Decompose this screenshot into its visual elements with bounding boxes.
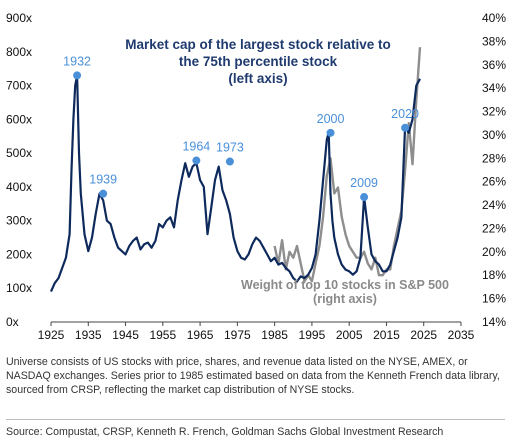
x-tick-label: 1955 bbox=[149, 328, 176, 342]
x-tick-label: 1985 bbox=[261, 328, 288, 342]
y-right-tick-label: 32% bbox=[482, 105, 506, 119]
y-left-tick-label: 800x bbox=[6, 45, 32, 59]
x-tick-label: 2005 bbox=[336, 328, 363, 342]
y-left-tick-label: 200x bbox=[6, 247, 32, 261]
y-right-tick-label: 40% bbox=[482, 11, 506, 25]
peak-year-label: 2020 bbox=[391, 107, 419, 121]
y-left-tick-label: 300x bbox=[6, 214, 32, 228]
y-right-tick-label: 16% bbox=[482, 292, 506, 306]
y-left-tick-label: 500x bbox=[6, 146, 32, 160]
y-right-tick-label: 14% bbox=[482, 315, 506, 329]
peak-marker bbox=[192, 156, 201, 165]
series-line-top10-weight bbox=[273, 47, 422, 283]
footer-divider bbox=[6, 419, 505, 420]
chart-title-line-3: (left axis) bbox=[228, 71, 287, 86]
y-right-tick-label: 22% bbox=[482, 221, 506, 235]
chart-title-line-1: Market cap of the largest stock relative… bbox=[125, 37, 391, 52]
y-left-tick-label: 100x bbox=[6, 281, 32, 295]
point-markers: 1932 1939 1964 1973 2000 2009 2020 bbox=[63, 54, 419, 202]
peak-marker bbox=[326, 128, 335, 137]
peak-year-label: 1973 bbox=[216, 141, 244, 155]
y-right-tick-label: 34% bbox=[482, 81, 506, 95]
y-right-tick-label: 38% bbox=[482, 34, 506, 48]
y-right-tick-label: 28% bbox=[482, 151, 506, 165]
weight-series-label-line-1: Weight of top 10 stocks in S&P 500 bbox=[241, 278, 449, 292]
peak-year-label: 1964 bbox=[182, 140, 210, 154]
y-left-tick-label: 900x bbox=[6, 11, 32, 25]
series-line-largest-stock-ratio bbox=[49, 74, 421, 293]
chart-svg: 1925 1935 1945 1955 1965 1975 1985 1995 2005 2015… bbox=[6, 11, 506, 342]
x-tick-label: 1925 bbox=[38, 328, 65, 342]
x-tick-label: 2025 bbox=[410, 328, 437, 342]
axes: 1925 1935 1945 1955 1965 1975 1985 1995 2005 2015… bbox=[6, 11, 506, 342]
peak-year-label: 1939 bbox=[89, 173, 117, 187]
x-tick-label: 2015 bbox=[373, 328, 400, 342]
x-tick-label: 1945 bbox=[112, 328, 139, 342]
y-left-tick-label: 0x bbox=[6, 315, 19, 329]
y-right-tick-label: 36% bbox=[482, 58, 506, 72]
chart-title-line-2: the 75th percentile stock bbox=[179, 54, 338, 69]
y-right-tick-label: 20% bbox=[482, 245, 506, 259]
series-layer bbox=[49, 47, 422, 293]
peak-marker bbox=[73, 71, 82, 80]
peak-year-label: 2000 bbox=[317, 112, 345, 126]
peak-marker bbox=[225, 157, 234, 166]
peak-year-label: 2009 bbox=[350, 176, 378, 190]
y-left-tick-label: 700x bbox=[6, 79, 32, 93]
y-left-tick-label: 400x bbox=[6, 180, 32, 194]
peak-marker bbox=[360, 193, 369, 202]
x-tick-label: 1995 bbox=[299, 328, 326, 342]
x-tick-label: 2035 bbox=[448, 328, 475, 342]
y-right-tick-label: 24% bbox=[482, 198, 506, 212]
y-right-tick-label: 18% bbox=[482, 268, 506, 282]
x-tick-label: 1965 bbox=[187, 328, 214, 342]
peak-marker bbox=[99, 189, 108, 198]
peak-year-label: 1932 bbox=[63, 54, 91, 68]
x-tick-label: 1975 bbox=[224, 328, 251, 342]
y-right-tick-label: 26% bbox=[482, 175, 506, 189]
weight-series-label-line-2: (right axis) bbox=[313, 292, 377, 306]
y-left-tick-label: 600x bbox=[6, 112, 32, 126]
methodology-note: Universe consists of US stocks with pric… bbox=[6, 356, 500, 396]
x-tick-label: 1935 bbox=[75, 328, 102, 342]
peak-marker bbox=[401, 123, 410, 132]
source-line: Source: Compustat, CRSP, Kenneth R. Fren… bbox=[6, 426, 444, 438]
y-right-tick-label: 30% bbox=[482, 128, 506, 142]
